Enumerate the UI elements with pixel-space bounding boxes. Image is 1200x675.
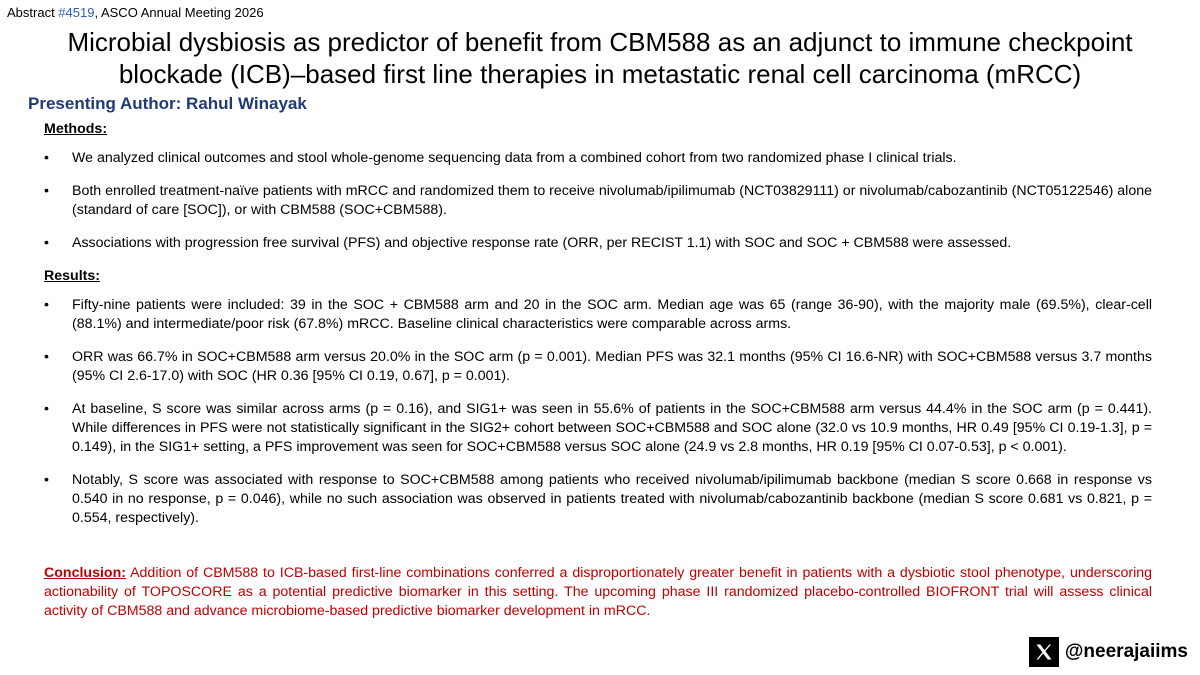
bullet-text: ORR was 66.7% in SOC+CBM588 arm versus 2… [72,349,1152,384]
bullet-text: We analyzed clinical outcomes and stool … [72,150,957,166]
main-content: Methods: • We analyzed clinical outcomes … [44,120,1152,542]
conclusion-text: Addition of CBM588 to ICB-based first-li… [44,565,1152,619]
bullet-icon: • [44,150,49,166]
list-item: • ORR was 66.7% in SOC+CBM588 arm versus … [44,348,1152,386]
x-logo-icon [1028,637,1059,667]
bullet-icon: • [44,297,49,313]
list-item: • Both enrolled treatment-naïve patients … [44,182,1152,220]
abstract-line: Abstract #4519, ASCO Annual Meeting 2026 [7,5,264,20]
title-line-2: blockade (ICB)–based first line therapie… [118,59,1082,89]
list-item: • Fifty-nine patients were included: 39 i… [44,296,1152,334]
bullet-icon: • [44,183,49,199]
abstract-number[interactable]: #4519 [58,5,95,20]
bullet-icon: • [44,401,49,417]
results-heading: Results: [44,268,100,284]
presenting-author: Presenting Author: Rahul Winayak [28,94,307,113]
conclusion-label: Conclusion: [44,565,126,581]
bullet-text: Fifty-nine patients were included: 39 in… [72,297,1152,332]
bullet-text: At baseline, S score was similar across … [72,401,1152,455]
social-handle[interactable]: @neerajaiims [1028,637,1188,667]
page-title: Microbial dysbiosis as predictor of bene… [20,26,1180,90]
bullet-icon: • [44,349,49,365]
abstract-meeting: , ASCO Annual Meeting 2026 [94,5,264,20]
methods-heading: Methods: [44,121,108,137]
conclusion: Conclusion: Addition of CBM588 to ICB-ba… [44,564,1152,621]
methods-list: • We analyzed clinical outcomes and stool… [44,149,1152,253]
bullet-text: Notably, S score was associated with res… [72,472,1152,526]
list-item: • Associations with progression free surv… [44,234,1152,253]
list-item: • We analyzed clinical outcomes and stool… [44,149,1152,168]
bullet-icon: • [44,472,49,488]
title-line-1: Microbial dysbiosis as predictor of bene… [67,27,1133,57]
bullet-icon: • [44,235,49,251]
bullet-text: Associations with progression free survi… [72,235,1012,251]
list-item: • At baseline, S score was similar across… [44,400,1152,457]
bullet-text: Both enrolled treatment-naïve patients w… [72,183,1152,218]
handle-text[interactable]: @neerajaiims [1064,641,1188,662]
results-list: • Fifty-nine patients were included: 39 i… [44,296,1152,528]
abstract-prefix: Abstract [7,5,59,20]
list-item: • Notably, S score was associated with re… [44,471,1152,528]
